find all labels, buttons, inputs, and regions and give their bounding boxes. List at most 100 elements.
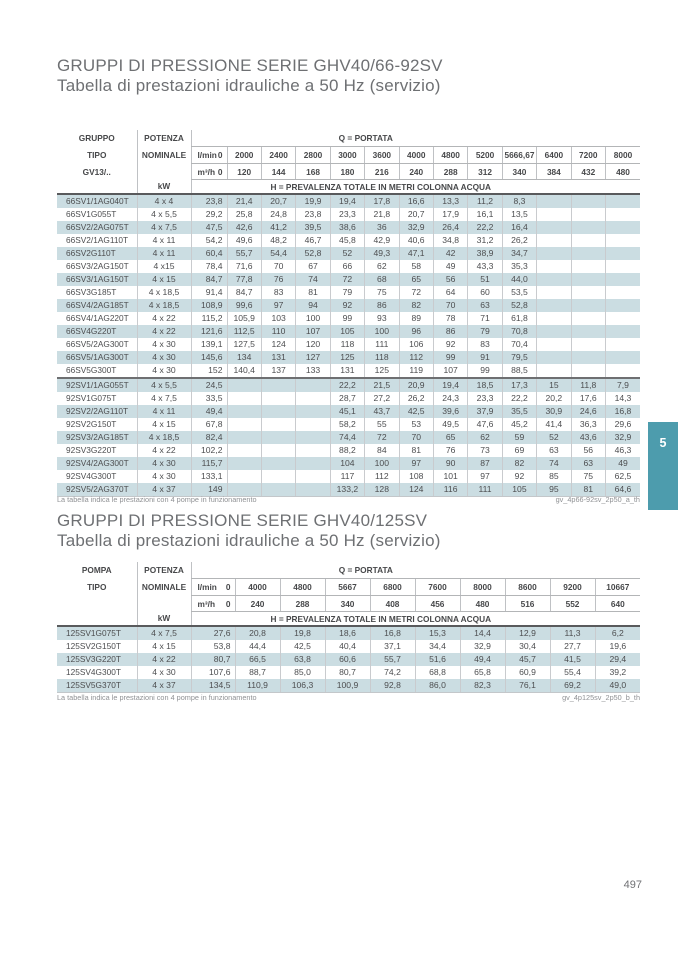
head-value [570, 286, 606, 299]
head-value: 118 [364, 351, 400, 364]
head-value: 76 [260, 273, 296, 286]
head-value: 49 [604, 457, 640, 470]
head-value: 20,7 [398, 208, 434, 221]
table-row: 92SV3G220T 4 x 22 102,2 88,2 84 81 76 73 69 63 56 4… [57, 444, 640, 457]
performance-table: GRUPPO POTENZA Q = PORTATA TIPO NOMINALE l/mi… [57, 130, 640, 497]
head-value: 49,4 [459, 653, 505, 666]
head-value: 120 [295, 338, 331, 351]
head-value: 16,6 [398, 194, 434, 208]
head-value: 72 [364, 431, 400, 444]
head-value: 49,0 [594, 679, 641, 693]
flow-column-header: 2000 [226, 146, 262, 164]
head-value: 42,6 [226, 221, 262, 234]
head-value: 16,8 [604, 405, 640, 418]
head-value: 52,8 [295, 247, 331, 260]
pump-type: 66SV4/1AG220T [66, 313, 129, 323]
head-value: 26,2 [501, 234, 537, 247]
flow-column-header: 5667 [324, 578, 370, 596]
head-value [570, 273, 606, 286]
head-value: 20,2 [536, 392, 572, 405]
flow-column-header: 288 [279, 595, 325, 612]
head-value: 80,7 [324, 666, 370, 679]
head-value: 76,1 [504, 679, 550, 693]
head-value: 29,6 [604, 418, 640, 431]
head-value: 39,6 [432, 405, 468, 418]
header-row: TIPO NOMINALE l/min 0 4000 4800 5667 6800 7600 80… [57, 578, 641, 596]
pump-type: 92SV3G220T [66, 445, 117, 455]
head-value: 38,9 [467, 247, 503, 260]
flow-column-header: 144 [260, 163, 296, 180]
head-value: 63 [467, 299, 503, 312]
head-value [536, 234, 572, 247]
head-value: 17,3 [501, 377, 537, 392]
table-row: 66SV3G185T 4 x 18,5 91,4 84,7 83 81 79 75 72 64 60… [57, 286, 640, 299]
head-value [536, 260, 572, 273]
nominal-power: 4 x 37 [136, 483, 191, 497]
nominal-power: 4 x 7,5 [136, 392, 191, 405]
head-value: 62 [364, 260, 400, 273]
head-value: 70 [398, 431, 434, 444]
head-value [536, 325, 572, 338]
head-value: 77,8 [226, 273, 262, 286]
head-value: 52 [329, 247, 365, 260]
head-value: 108 [398, 470, 434, 483]
nominal-power: 4 x 15 [136, 640, 191, 653]
table-row: 66SV5/2AG300T 4 x 30 139,1 127,5 124 120 118 11… [57, 338, 640, 351]
head-value [260, 444, 296, 457]
head-value: 59 [501, 431, 537, 444]
head-value: 37,1 [369, 640, 415, 653]
head-value [570, 351, 606, 364]
nominal-power: 4 x 22 [136, 444, 191, 457]
head-value [260, 405, 296, 418]
flow-column-header: 5200 [467, 146, 503, 164]
head-value: 101 [432, 470, 468, 483]
head-value: 41,2 [260, 221, 296, 234]
head-value: 84,7 [190, 273, 227, 286]
head-value: 43,3 [467, 260, 503, 273]
nominal-power: 4 x 15 [136, 418, 191, 431]
head-value: 92 [432, 338, 468, 351]
flow-column-header: 9200 [549, 578, 595, 596]
head-value [570, 312, 606, 325]
head-value: 20,8 [234, 626, 280, 640]
head-value: 40,6 [398, 234, 434, 247]
head-value: 111 [467, 483, 503, 497]
head-value: 128 [364, 483, 400, 497]
head-value: 23,8 [295, 208, 331, 221]
q-portata-header: Q = PORTATA [190, 130, 640, 147]
head-value: 89 [398, 312, 434, 325]
head-value: 21,5 [364, 377, 400, 392]
head-value [536, 351, 572, 364]
lmin-zero-value: 0 [217, 150, 223, 160]
header-row: kW H = PREVALENZA TOTALE IN METRI COLONNA… [57, 179, 640, 195]
performance-table-container: GRUPPO POTENZA Q = PORTATA TIPO NOMINALE l/mi… [57, 130, 640, 497]
head-value: 51 [467, 273, 503, 286]
head-value: 14,3 [604, 392, 640, 405]
nominal-power: 4 x 11 [136, 405, 191, 418]
head-value [260, 457, 296, 470]
head-value: 56 [432, 273, 468, 286]
header-row: kW H = PREVALENZA TOTALE IN METRI COLONNA… [57, 611, 641, 627]
table-row: 92SV3/2AG185T 4 x 18,5 82,4 74,4 72 70 65 62 59 5… [57, 431, 640, 444]
head-value: 35,5 [501, 405, 537, 418]
head-value: 95 [536, 483, 572, 497]
head-value [295, 377, 331, 392]
head-value: 60 [467, 286, 503, 299]
head-value [570, 194, 606, 208]
head-value: 13,3 [432, 194, 468, 208]
head-value: 60,9 [504, 666, 550, 679]
head-value: 22,2 [501, 392, 537, 405]
head-value: 51,6 [414, 653, 460, 666]
head-value: 74,2 [369, 666, 415, 679]
table-row: 125SV4G300T 4 x 30 107,6 88,7 85,0 80,7 74,2 68… [57, 666, 641, 679]
head-value [536, 273, 572, 286]
head-value: 27,2 [364, 392, 400, 405]
section-tab-number: 5 [659, 436, 667, 450]
head-value: 56 [570, 444, 606, 457]
table-footnote: La tabella indica le prestazioni con 4 p… [57, 693, 640, 702]
title-line1: GRUPPI DI PRESSIONE SERIE GHV40/66-92SV [57, 56, 443, 75]
head-value: 37,9 [467, 405, 503, 418]
head-value: 82 [398, 299, 434, 312]
head-value: 134,5 [190, 679, 235, 693]
head-value [260, 377, 296, 392]
